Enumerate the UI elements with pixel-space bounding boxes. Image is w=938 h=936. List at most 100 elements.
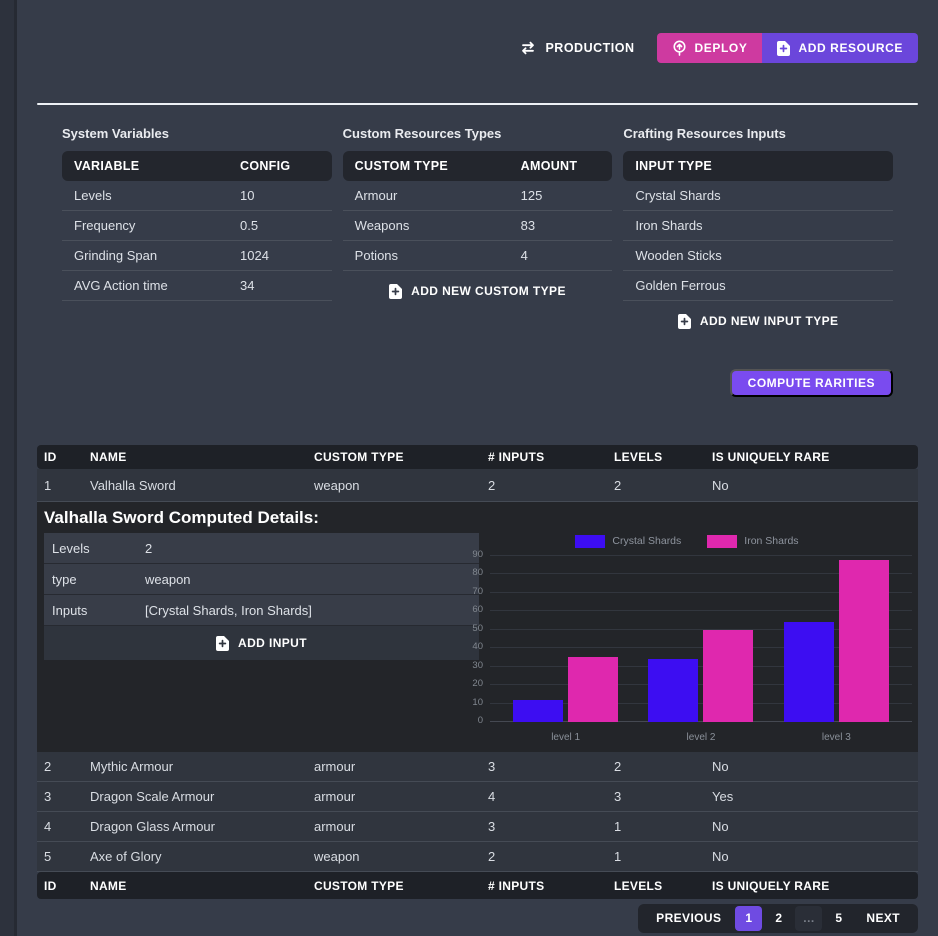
- variable-value: 0.5: [240, 218, 259, 233]
- table-row[interactable]: Weapons 83: [342, 211, 613, 241]
- bar-group: level 3: [783, 556, 889, 743]
- toolbar: PRODUCTION DEPLOY ADD RESOURCE: [37, 0, 918, 63]
- detail-row: Levels 2: [44, 533, 479, 564]
- chart-gridline: [490, 702, 912, 704]
- table-row[interactable]: AVG Action time 34: [62, 271, 332, 301]
- table-header: VARIABLE CONFIG: [62, 151, 332, 181]
- custom-type-name: Weapons: [354, 218, 410, 233]
- y-axis-tick-label: 60: [472, 604, 483, 616]
- y-axis-tick-label: 0: [477, 715, 483, 726]
- detail-row: Inputs [Crystal Shards, Iron Shards]: [44, 595, 479, 626]
- add-new-input-type-button[interactable]: ADD NEW INPUT TYPE: [623, 307, 893, 335]
- computed-details-table: Levels 2 type weapon Inputs [Crystal Sha…: [44, 533, 479, 660]
- table-row[interactable]: Wooden Sticks: [623, 241, 894, 271]
- table-row[interactable]: Frequency 0.5: [62, 211, 332, 241]
- page-button-2[interactable]: 2: [775, 911, 783, 925]
- chart-gridline: [490, 555, 912, 556]
- resources-table-header: ID NAME CUSTOM TYPE # INPUTS LEVELS IS U…: [37, 445, 918, 469]
- pagination-row: PREVIOUS 1 2 … 5 NEXT: [37, 904, 918, 933]
- cell-custom-type: armour: [314, 819, 356, 834]
- cell-id: 2: [44, 759, 52, 774]
- input-type-name: Wooden Sticks: [635, 248, 722, 263]
- legend-label: Iron Shards: [744, 535, 799, 547]
- table-row[interactable]: Potions 4: [342, 241, 613, 271]
- table-row[interactable]: 4 Dragon Glass Armour armour 3 1 No: [37, 812, 918, 842]
- legend-swatch: [575, 534, 606, 548]
- footer-column-id: ID: [44, 878, 57, 893]
- production-button[interactable]: PRODUCTION: [520, 41, 634, 55]
- next-page-button[interactable]: NEXT: [866, 911, 900, 925]
- variable-value: 10: [240, 188, 255, 203]
- table-row[interactable]: Golden Ferrous: [623, 271, 894, 301]
- table-row[interactable]: 5 Axe of Glory weapon 2 1 No: [37, 842, 918, 872]
- footer-column-levels: LEVELS: [614, 878, 663, 893]
- bar-chart-plot: level 1 level 2 level 3: [490, 555, 912, 743]
- cell-name: Axe of Glory: [90, 849, 162, 864]
- table-row[interactable]: Levels 10: [62, 181, 332, 211]
- chart-legend: Crystal Shards Iron Shards: [462, 534, 912, 548]
- table-row[interactable]: 1 Valhalla Sword weapon 2 2 No: [37, 469, 918, 502]
- bar-group: level 2: [648, 556, 754, 743]
- add-input-button[interactable]: ADD INPUT: [44, 626, 479, 660]
- cell-name: Dragon Glass Armour: [90, 819, 215, 834]
- computed-details-panel: Valhalla Sword Computed Details: Levels …: [37, 502, 918, 752]
- add-resource-button[interactable]: ADD RESOURCE: [762, 33, 918, 63]
- deploy-button[interactable]: DEPLOY: [656, 33, 763, 63]
- table-row[interactable]: Armour 125: [342, 181, 613, 211]
- legend-item: Iron Shards: [707, 534, 799, 548]
- detail-label: type: [52, 571, 77, 587]
- legend-swatch: [707, 534, 738, 548]
- table-row[interactable]: Crystal Shards: [623, 181, 894, 211]
- deploy-label: DEPLOY: [694, 41, 748, 55]
- footer-column-inputs: # INPUTS: [488, 878, 545, 893]
- y-axis-tick-label: 50: [472, 622, 483, 634]
- cell-rare: No: [712, 759, 729, 774]
- table-row[interactable]: Iron Shards: [623, 211, 894, 241]
- detail-value: 2: [145, 540, 153, 556]
- page-button-5[interactable]: 5: [835, 911, 843, 925]
- custom-type-amount: 125: [520, 188, 543, 203]
- cell-rare: Yes: [712, 789, 734, 804]
- legend-label: Crystal Shards: [612, 535, 682, 547]
- previous-page-button[interactable]: PREVIOUS: [656, 911, 722, 925]
- add-input-label: ADD INPUT: [238, 636, 307, 650]
- variable-name: AVG Action time: [74, 278, 168, 293]
- detail-value: weapon: [145, 571, 191, 587]
- computed-details-title: Valhalla Sword Computed Details:: [44, 508, 319, 527]
- table-row[interactable]: 3 Dragon Scale Armour armour 4 3 Yes: [37, 782, 918, 812]
- circle-arrow-up-icon: [672, 40, 687, 56]
- chart-gridline: [490, 628, 912, 630]
- add-new-input-type-label: ADD NEW INPUT TYPE: [699, 314, 839, 328]
- chart-plot-wrap: 0 10 20 30 40 50 60 70 80 90 level 1 level 2 level …: [462, 550, 912, 743]
- page-ellipsis[interactable]: …: [795, 906, 823, 931]
- cell-id: 1: [44, 477, 52, 493]
- panel-crafting-inputs: Crafting Resources Inputs INPUT TYPE Cry…: [623, 126, 894, 335]
- panel-custom-resources: Custom Resources Types CUSTOM TYPE AMOUN…: [342, 126, 613, 335]
- compute-rarities-button[interactable]: COMPUTE RARITIES: [729, 369, 893, 397]
- section-divider: [37, 103, 918, 105]
- chart-gridline: [490, 573, 912, 575]
- cell-custom-type: armour: [314, 789, 356, 804]
- cell-custom-type: weapon: [314, 849, 360, 864]
- chart-gridline: [490, 665, 912, 667]
- chart-gridline: [490, 591, 912, 593]
- bar-iron-shards: [568, 657, 619, 722]
- table-row[interactable]: Grinding Span 1024: [62, 241, 332, 271]
- cell-levels: 2: [614, 477, 622, 493]
- table-row[interactable]: 2 Mythic Armour armour 3 2 No: [37, 752, 918, 782]
- add-new-custom-type-button[interactable]: ADD NEW CUSTOM TYPE: [343, 277, 613, 305]
- file-plus-icon: [677, 313, 691, 329]
- panel-title: Custom Resources Types: [342, 126, 502, 141]
- chart-y-axis: 0 10 20 30 40 50 60 70 80 90: [462, 550, 490, 726]
- file-plus-icon: [777, 40, 791, 56]
- toolbar-button-group: DEPLOY ADD RESOURCE: [656, 33, 918, 63]
- column-header: VARIABLE: [74, 159, 140, 173]
- detail-label: Inputs: [52, 602, 88, 618]
- x-axis-category-label: level 2: [686, 732, 716, 743]
- page-button-1[interactable]: 1: [735, 906, 763, 931]
- bar-iron-shards: [838, 559, 889, 722]
- cell-rare: No: [712, 477, 729, 493]
- x-axis-category-label: level 3: [821, 732, 851, 743]
- column-header: AMOUNT: [520, 159, 578, 173]
- file-plus-icon: [389, 283, 403, 299]
